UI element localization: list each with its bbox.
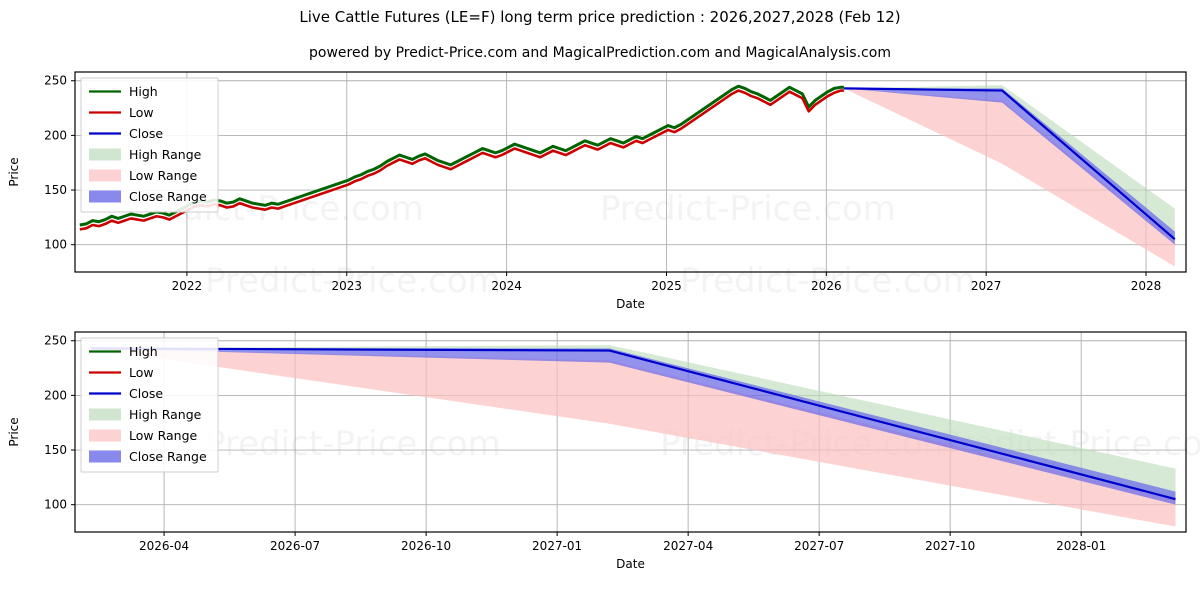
legend-swatch-patch	[89, 429, 121, 442]
forecast-detail-chart: Predict-Price.comPredict-Price.comPredic…	[7, 331, 1200, 571]
y-tick-label: 200	[44, 388, 67, 402]
y-tick-label: 150	[44, 183, 67, 197]
plot-content	[90, 345, 1176, 527]
legend-swatch-patch	[89, 148, 121, 161]
legend-swatch-patch	[89, 169, 121, 182]
y-tick-label: 150	[44, 443, 67, 457]
y-tick-label: 250	[44, 74, 67, 88]
close-line	[843, 87, 1176, 241]
chart-legend: High Low Close High Range Low Range Close Ran…	[80, 77, 219, 213]
x-tick-label: 2027-04	[663, 539, 713, 553]
high-range-band	[843, 85, 1175, 240]
watermark: Predict-Price.com	[205, 261, 501, 301]
page-title: Live Cattle Futures (LE=F) long term pri…	[299, 8, 901, 26]
y-tick-label: 200	[44, 128, 67, 142]
legend-label: Low Range	[129, 168, 198, 183]
legend-label: Low Range	[129, 428, 198, 443]
y-tick-label: 100	[44, 498, 67, 512]
chart-legend: High Low Close High Range Low Range Close Ran…	[80, 337, 219, 473]
close-line	[90, 347, 1176, 501]
x-tick-label: 2028-01	[1056, 539, 1106, 553]
x-tick-label: 2026	[811, 279, 842, 293]
legend-swatch-patch	[89, 408, 121, 421]
legend-label: Close	[129, 126, 163, 141]
legend-label: Close Range	[129, 449, 207, 464]
x-tick-label: 2028	[1131, 279, 1162, 293]
y-axis-label: Price	[7, 157, 21, 186]
legend-label: High	[129, 84, 158, 99]
x-tick-label: 2026-07	[270, 539, 320, 553]
page-subtitle: powered by Predict-Price.com and Magical…	[309, 45, 891, 61]
x-tick-label: 2027-01	[532, 539, 582, 553]
plot-frame	[74, 71, 1187, 273]
y-axis-label: Price	[7, 417, 21, 446]
watermark: Predict-Price.com	[680, 261, 976, 301]
legend-label: Close Range	[129, 189, 207, 204]
legend-label: Low	[129, 365, 154, 380]
plot-content	[79, 84, 1176, 267]
legend-label: High Range	[129, 407, 202, 422]
x-axis-label: Date	[616, 297, 645, 311]
watermark: Predict-Price.com	[600, 189, 896, 229]
x-tick-label: 2025	[651, 279, 682, 293]
y-tick-label: 100	[44, 238, 67, 252]
legend-label: Close	[129, 386, 163, 401]
x-tick-label: 2027-07	[794, 539, 844, 553]
legend-swatch-patch	[89, 450, 121, 463]
x-tick-label: 2023	[331, 279, 362, 293]
legend-label: High Range	[129, 147, 202, 162]
watermark: Predict-Price.com	[205, 424, 501, 464]
x-tick-label: 2026-04	[139, 539, 189, 553]
high-range-band	[90, 345, 1176, 500]
legend-label: High	[129, 344, 158, 359]
x-tick-label: 2027	[971, 279, 1002, 293]
overview-chart: Predict-Price.com Predict-Price.com Predic…	[7, 71, 1187, 311]
x-tick-label: 2026-10	[401, 539, 451, 553]
y-tick-label: 250	[44, 334, 67, 348]
low-range-band	[843, 88, 1175, 267]
low-range-band	[90, 348, 1176, 527]
legend-swatch-patch	[89, 190, 121, 203]
x-axis-label: Date	[616, 557, 645, 571]
x-tick-label: 2024	[491, 279, 522, 293]
legend-label: Low	[129, 105, 154, 120]
x-tick-label: 2022	[172, 279, 203, 293]
plot-frame	[74, 331, 1187, 533]
x-tick-label: 2027-10	[925, 539, 975, 553]
